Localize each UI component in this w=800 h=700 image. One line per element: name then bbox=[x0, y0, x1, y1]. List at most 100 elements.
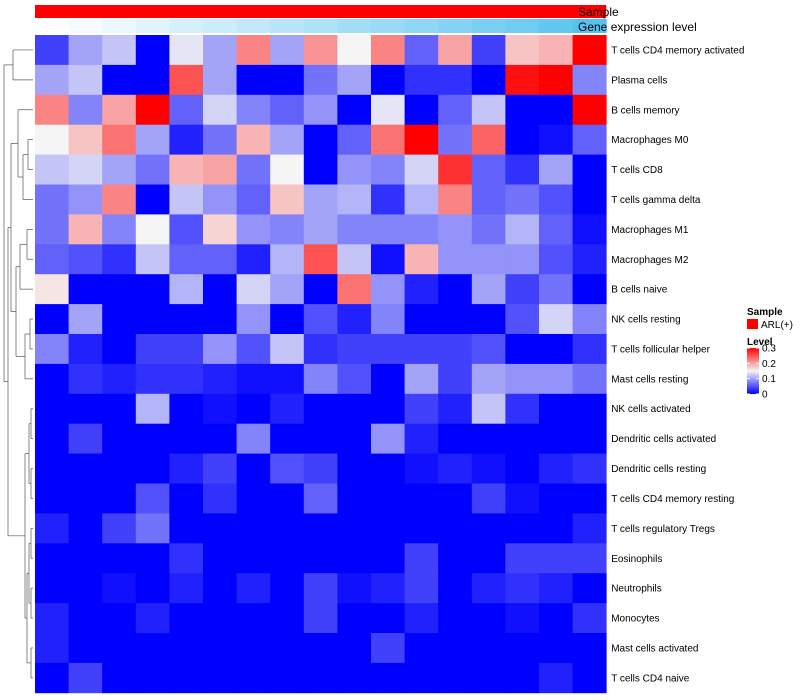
gene-expression-cell bbox=[270, 19, 305, 33]
heatmap-cell bbox=[438, 244, 473, 275]
heatmap-cell bbox=[404, 64, 439, 96]
heatmap-cell bbox=[236, 483, 271, 514]
heatmap-cell bbox=[471, 363, 506, 395]
heatmap-cell bbox=[203, 184, 237, 215]
heatmap-cell bbox=[236, 423, 271, 454]
heatmap-cell bbox=[572, 603, 607, 634]
heatmap-cell bbox=[303, 393, 338, 425]
heatmap-cell bbox=[68, 124, 103, 155]
heatmap-cell bbox=[572, 334, 607, 365]
heatmap-cell bbox=[505, 393, 540, 425]
heatmap-cell bbox=[572, 184, 607, 215]
heatmap-cell bbox=[572, 214, 607, 245]
heatmap-cell bbox=[572, 124, 607, 155]
heatmap-cell bbox=[270, 423, 305, 454]
heatmap-cell bbox=[135, 662, 170, 694]
heatmap-cell bbox=[102, 423, 137, 454]
heatmap-cell bbox=[203, 662, 237, 694]
heatmap-cell bbox=[337, 214, 372, 245]
heatmap-cell bbox=[303, 184, 338, 215]
heatmap-cell bbox=[236, 662, 271, 694]
row-label: Macrophages M0 bbox=[611, 135, 689, 146]
heatmap-cell bbox=[270, 573, 305, 604]
heatmap-cell bbox=[270, 214, 305, 245]
heatmap-cell bbox=[270, 35, 305, 66]
heatmap-cell bbox=[505, 94, 540, 126]
heatmap-cell bbox=[404, 573, 439, 604]
heatmap-cell bbox=[270, 304, 305, 335]
heatmap-cell bbox=[135, 214, 170, 245]
heatmap-cell bbox=[236, 35, 271, 66]
heatmap-cell bbox=[572, 633, 607, 664]
heatmap-cell bbox=[303, 214, 338, 245]
heatmap-cell bbox=[102, 603, 137, 634]
heatmap-cell bbox=[35, 274, 69, 305]
heatmap-cell bbox=[404, 244, 439, 275]
heatmap-cell bbox=[236, 573, 271, 604]
heatmap-cell bbox=[404, 543, 439, 574]
heatmap-cell bbox=[203, 214, 237, 245]
heatmap-cell bbox=[337, 35, 372, 66]
gene-expression-cell bbox=[337, 19, 372, 33]
heatmap-cell bbox=[236, 363, 271, 395]
heatmap-cell bbox=[135, 453, 170, 484]
heatmap-cell bbox=[135, 363, 170, 395]
heatmap-cell bbox=[371, 423, 405, 454]
heatmap-cell bbox=[438, 513, 473, 544]
legend-level-ticks: 0.3 0.2 0.1 0 bbox=[747, 344, 776, 401]
heatmap-cell bbox=[337, 363, 372, 395]
heatmap-cell bbox=[371, 513, 405, 544]
heatmap-cell bbox=[236, 274, 271, 305]
heatmap-cell bbox=[102, 543, 137, 574]
heatmap-cell bbox=[35, 64, 69, 96]
row-label: NK cells activated bbox=[611, 404, 690, 415]
gene-expression-cell bbox=[471, 19, 506, 33]
heatmap-cell bbox=[371, 363, 405, 395]
gene-expression-cell bbox=[68, 19, 103, 33]
heatmap-cell bbox=[539, 393, 573, 425]
heatmap-cell bbox=[236, 633, 271, 664]
heatmap-cell bbox=[169, 513, 204, 544]
heatmap-cell bbox=[572, 423, 607, 454]
heatmap-cell bbox=[303, 662, 338, 694]
sample-bar-label: Sample bbox=[578, 5, 619, 19]
heatmap-cell bbox=[572, 274, 607, 305]
heatmap-cell bbox=[404, 453, 439, 484]
heatmap-cell bbox=[135, 274, 170, 305]
heatmap-cell bbox=[505, 214, 540, 245]
heatmap-cell bbox=[203, 334, 237, 365]
heatmap-cell bbox=[135, 35, 170, 66]
heatmap-cell bbox=[203, 244, 237, 275]
heatmap-cell bbox=[35, 363, 69, 395]
heatmap-cell bbox=[102, 483, 137, 514]
heatmap-cell bbox=[270, 244, 305, 275]
heatmap-cell bbox=[539, 543, 573, 574]
heatmap-cell bbox=[438, 334, 473, 365]
heatmap-cell bbox=[35, 453, 69, 484]
heatmap-cell bbox=[236, 453, 271, 484]
heatmap-cell bbox=[539, 64, 573, 96]
heatmap-cell bbox=[236, 94, 271, 126]
row-label: Neutrophils bbox=[611, 584, 662, 595]
heatmap-cell bbox=[169, 633, 204, 664]
heatmap-cell bbox=[270, 154, 305, 185]
heatmap-cell bbox=[404, 423, 439, 454]
heatmap-cell bbox=[539, 214, 573, 245]
heatmap-cell bbox=[270, 334, 305, 365]
heatmap-cell bbox=[505, 244, 540, 275]
heatmap-cell bbox=[270, 483, 305, 514]
row-label: T cells CD4 memory resting bbox=[611, 494, 734, 505]
heatmap-cell bbox=[371, 633, 405, 664]
heatmap-cell bbox=[270, 184, 305, 215]
heatmap-cell bbox=[169, 274, 204, 305]
heatmap-cell bbox=[35, 214, 69, 245]
heatmap-cell bbox=[371, 244, 405, 275]
heatmap-cell bbox=[505, 35, 540, 66]
heatmap-cell bbox=[203, 64, 237, 96]
heatmap-cell bbox=[135, 244, 170, 275]
heatmap-cell bbox=[270, 633, 305, 664]
heatmap-cell bbox=[337, 633, 372, 664]
legend: Sample ARL(+) Level 0.3 0.2 0.1 0 bbox=[747, 307, 793, 401]
heatmap-cell bbox=[35, 423, 69, 454]
heatmap-cell bbox=[539, 423, 573, 454]
